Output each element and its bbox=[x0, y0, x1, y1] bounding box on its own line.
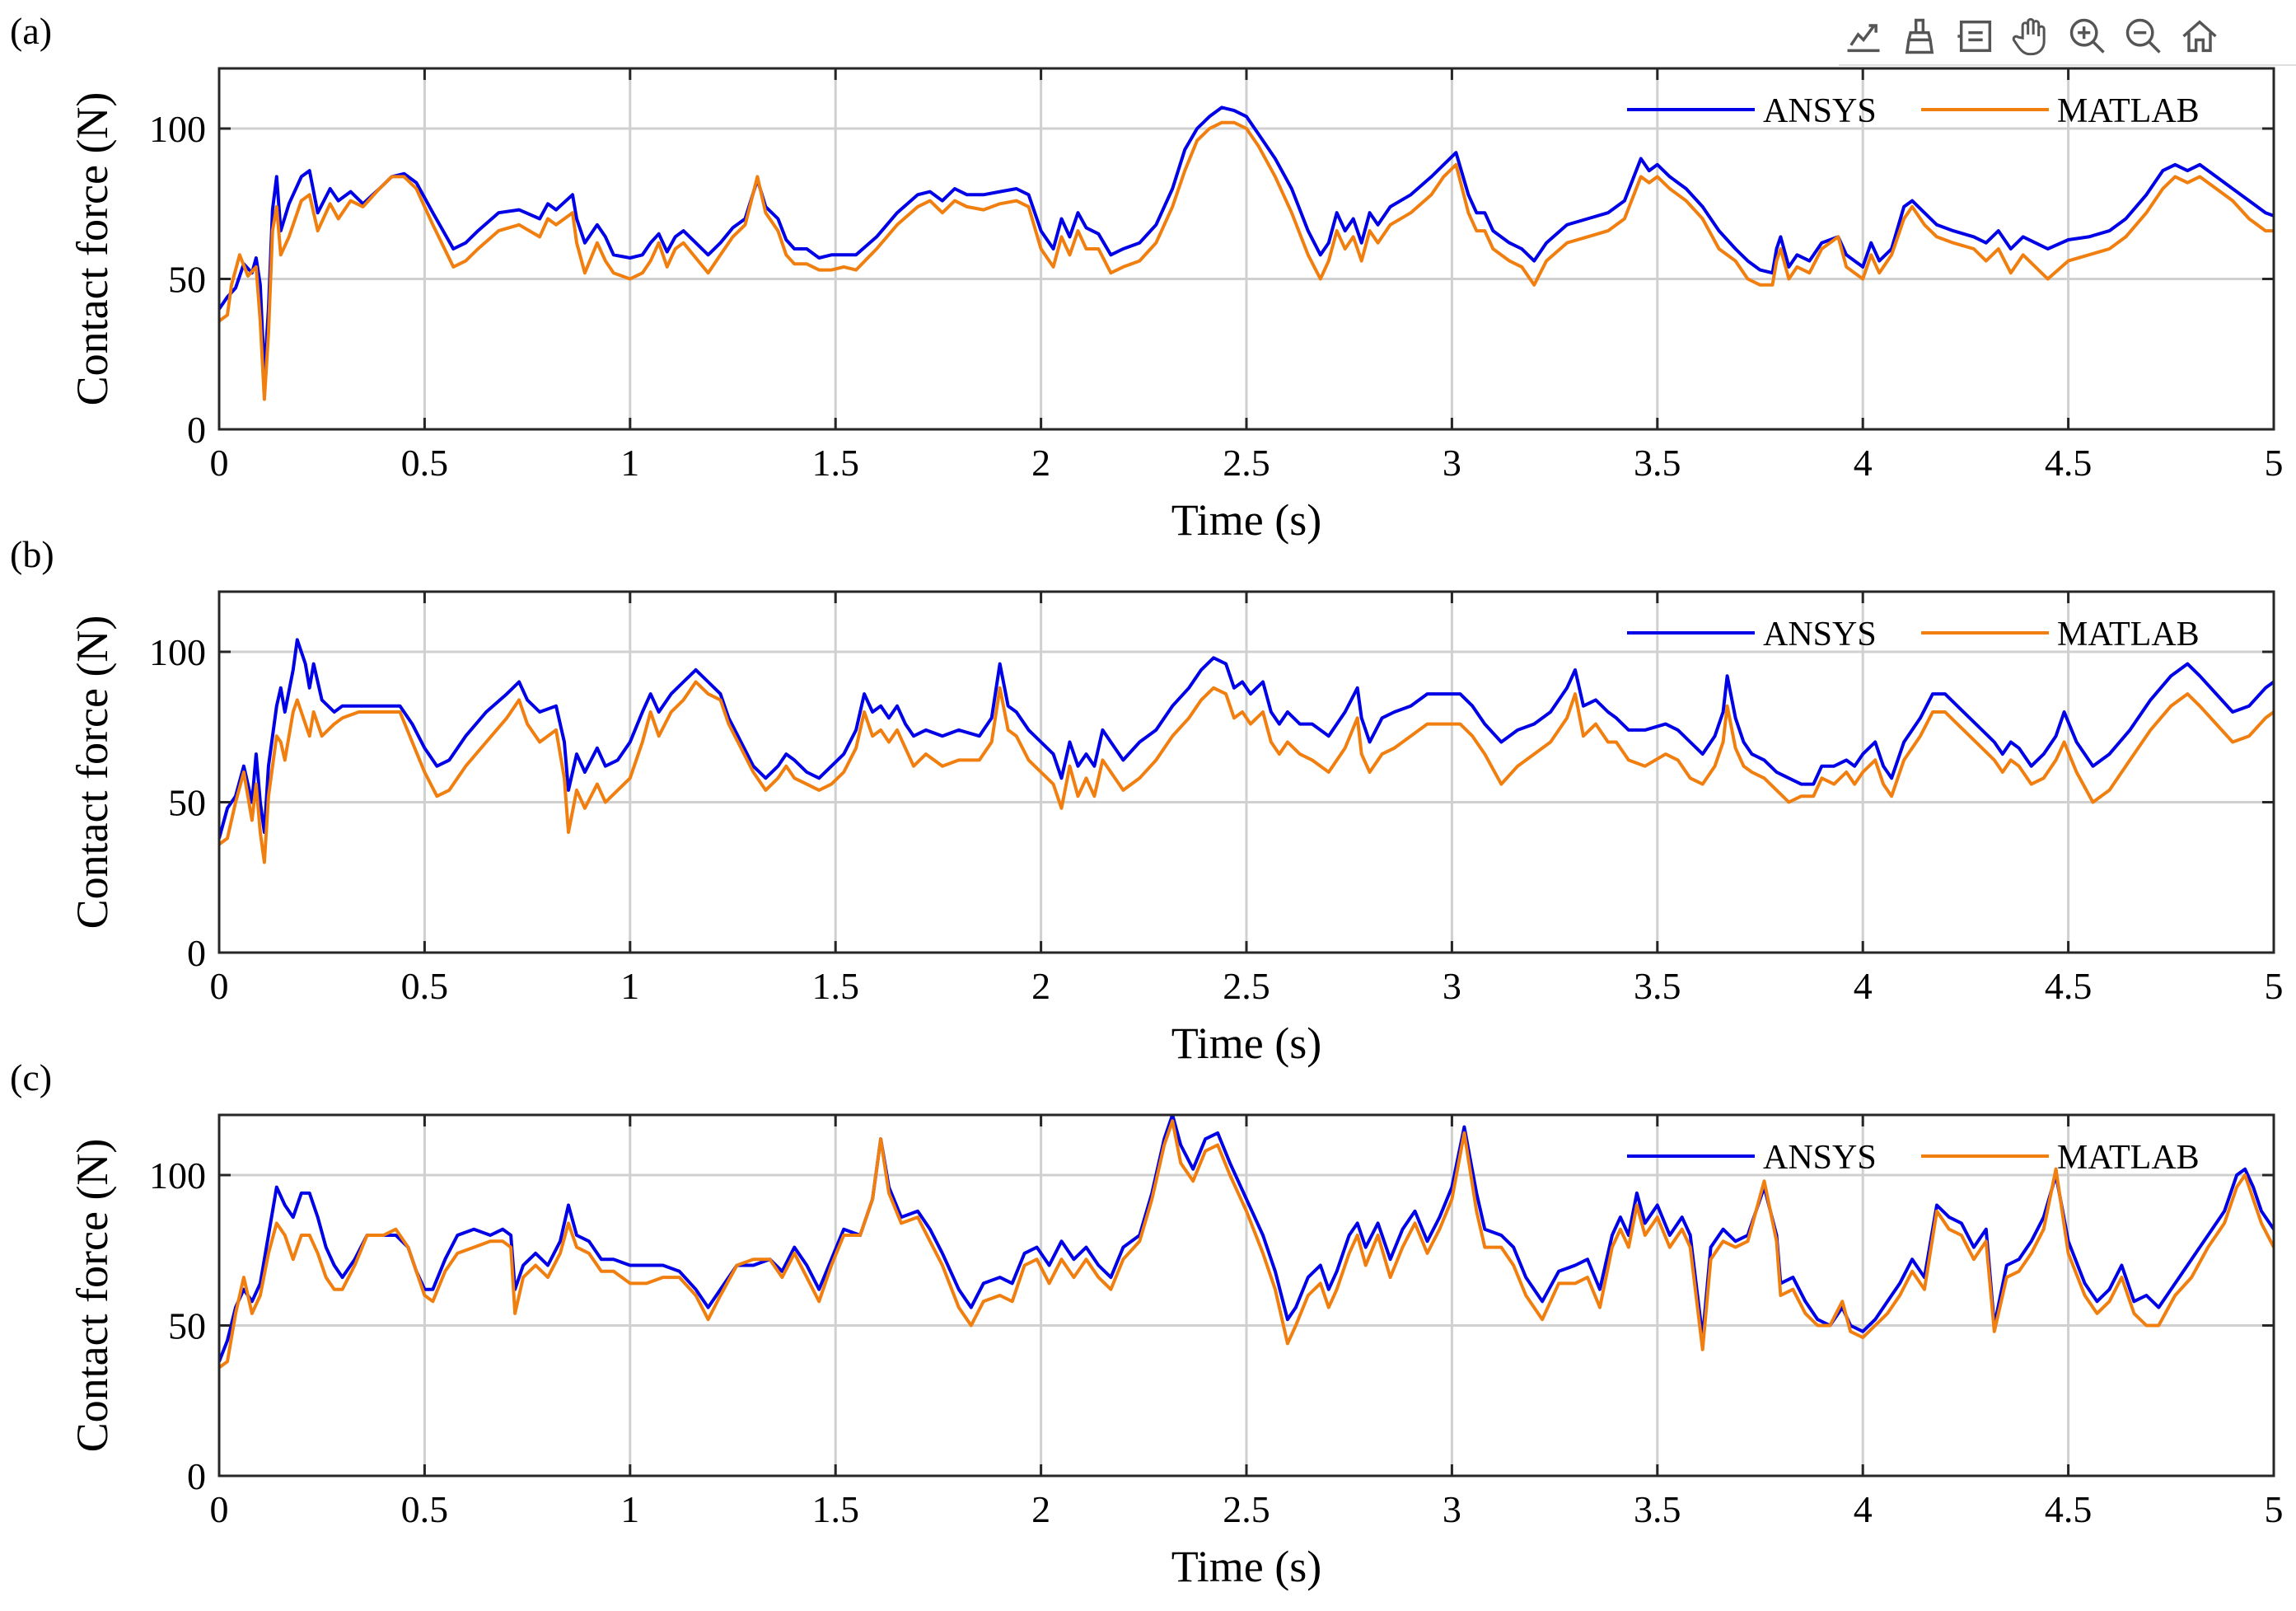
y-axis-label: Contact force (N) bbox=[68, 92, 117, 406]
legend-label-matlab: MATLAB bbox=[2057, 92, 2200, 130]
x-tick-label: 2.5 bbox=[1223, 442, 1270, 484]
x-tick-label: 2 bbox=[1031, 1488, 1050, 1530]
series-line-matlab bbox=[219, 120, 2274, 401]
x-tick-label: 2 bbox=[1031, 442, 1050, 484]
panel-label: (a) bbox=[10, 10, 52, 52]
y-axis-label: Contact force (N) bbox=[68, 616, 117, 930]
x-tick-label: 2 bbox=[1031, 965, 1050, 1007]
y-tick-label: 50 bbox=[168, 259, 206, 301]
legend: ANSYS MATLAB bbox=[1627, 92, 2200, 130]
x-tick-label: 4 bbox=[1854, 442, 1873, 484]
x-tick-label: 0 bbox=[210, 442, 229, 484]
y-tick-label: 100 bbox=[149, 108, 206, 150]
x-axis-label: Time (s) bbox=[1171, 1542, 1322, 1591]
x-tick-label: 0.5 bbox=[401, 442, 449, 484]
panel-label: (b) bbox=[10, 533, 54, 575]
zoom-out-icon[interactable] bbox=[2119, 12, 2168, 61]
x-tick-label: 0 bbox=[210, 965, 229, 1007]
x-tick-label: 1.5 bbox=[811, 442, 859, 484]
x-tick-label: 3 bbox=[1443, 965, 1461, 1007]
brush-icon[interactable] bbox=[1895, 12, 1944, 61]
x-tick-label: 4.5 bbox=[2045, 965, 2093, 1007]
axes-toolbar bbox=[1839, 8, 2296, 66]
x-tick-label: 5 bbox=[2265, 965, 2284, 1007]
legend-label-ansys: ANSYS bbox=[1763, 616, 1877, 653]
x-tick-label: 1 bbox=[620, 442, 639, 484]
series-line-ansys bbox=[219, 638, 2274, 839]
x-axis-label: Time (s) bbox=[1171, 1019, 1322, 1068]
legend: ANSYS MATLAB bbox=[1627, 616, 2200, 653]
legend-label-matlab: MATLAB bbox=[2057, 616, 2200, 653]
export-icon[interactable] bbox=[1839, 12, 1888, 61]
legend: ANSYS MATLAB bbox=[1627, 1139, 2200, 1177]
legend-label-ansys: ANSYS bbox=[1763, 1139, 1877, 1177]
y-tick-label: 100 bbox=[149, 1154, 206, 1197]
y-tick-label: 100 bbox=[149, 631, 206, 673]
x-tick-label: 3 bbox=[1443, 1488, 1461, 1530]
x-tick-label: 5 bbox=[2265, 1488, 2284, 1530]
pan-icon[interactable] bbox=[2007, 12, 2056, 61]
x-tick-label: 1.5 bbox=[811, 965, 859, 1007]
series-line-matlab bbox=[219, 680, 2274, 864]
x-tick-label: 4.5 bbox=[2045, 1488, 2093, 1530]
x-tick-label: 3.5 bbox=[1634, 442, 1681, 484]
x-tick-label: 4.5 bbox=[2045, 442, 2093, 484]
data-tips-icon[interactable] bbox=[1951, 12, 2000, 61]
x-tick-label: 1.5 bbox=[811, 1488, 859, 1530]
y-tick-label: 50 bbox=[168, 1305, 206, 1347]
y-tick-label: 0 bbox=[187, 1455, 206, 1497]
legend-label-ansys: ANSYS bbox=[1763, 92, 1877, 130]
x-axis-label: Time (s) bbox=[1171, 495, 1322, 545]
y-axis-label: Contact force (N) bbox=[68, 1139, 117, 1453]
series-line-ansys bbox=[219, 1115, 2274, 1363]
x-tick-label: 0.5 bbox=[401, 965, 449, 1007]
x-tick-label: 3 bbox=[1443, 442, 1461, 484]
y-tick-label: 0 bbox=[187, 932, 206, 974]
series-line-matlab bbox=[219, 1119, 2274, 1370]
x-tick-label: 1 bbox=[620, 1488, 639, 1530]
x-tick-label: 3.5 bbox=[1634, 965, 1681, 1007]
y-tick-label: 50 bbox=[168, 782, 206, 824]
panel-label: (c) bbox=[10, 1056, 52, 1098]
x-tick-label: 2.5 bbox=[1223, 965, 1270, 1007]
x-tick-label: 0.5 bbox=[401, 1488, 449, 1530]
x-tick-label: 1 bbox=[620, 965, 639, 1007]
x-tick-label: 0 bbox=[210, 1488, 229, 1530]
legend-label-matlab: MATLAB bbox=[2057, 1139, 2200, 1177]
x-tick-label: 3.5 bbox=[1634, 1488, 1681, 1530]
home-icon[interactable] bbox=[2175, 12, 2224, 61]
x-tick-label: 4 bbox=[1854, 1488, 1873, 1530]
x-tick-label: 2.5 bbox=[1223, 1488, 1270, 1530]
y-tick-label: 0 bbox=[187, 409, 206, 451]
zoom-in-icon[interactable] bbox=[2063, 12, 2112, 61]
series-line-ansys bbox=[219, 105, 2274, 377]
x-tick-label: 5 bbox=[2265, 442, 2284, 484]
x-tick-label: 4 bbox=[1854, 965, 1873, 1007]
